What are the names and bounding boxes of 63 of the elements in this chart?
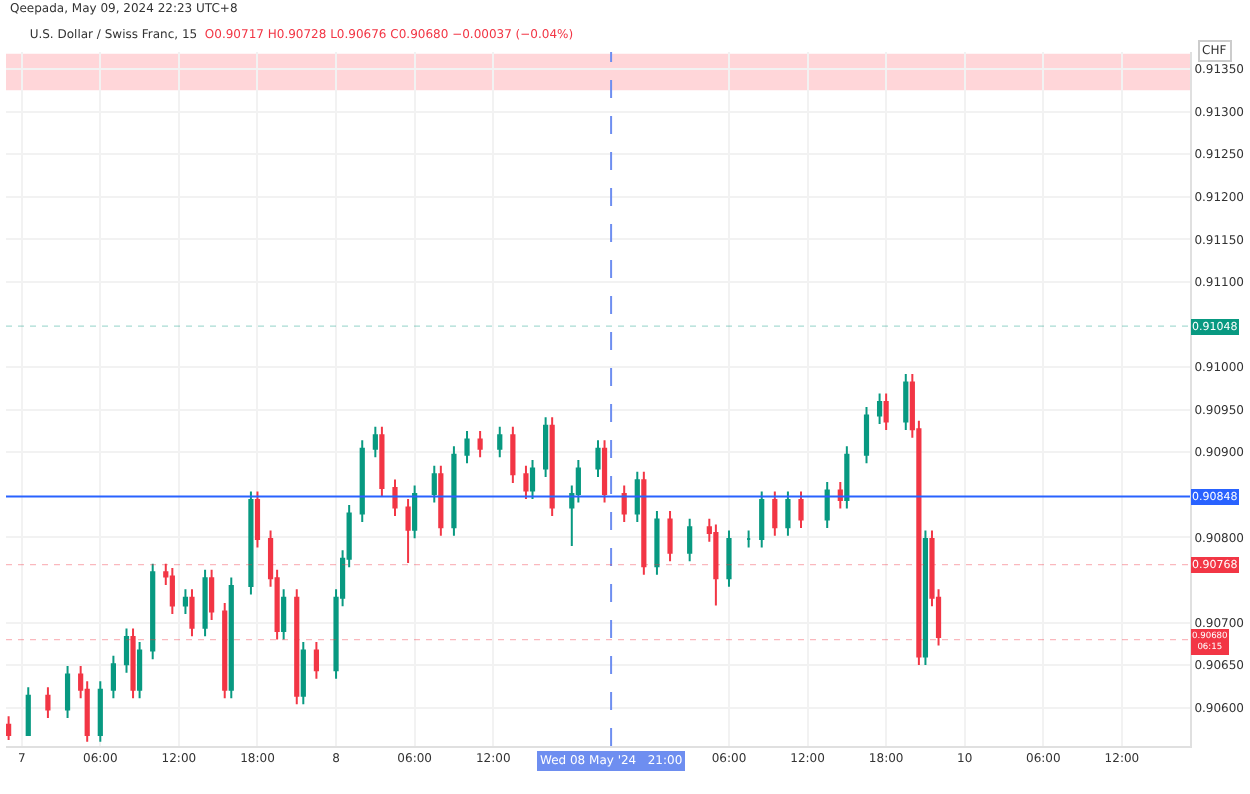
candlestick xyxy=(510,425,516,484)
candlestick xyxy=(772,490,778,537)
candlestick xyxy=(529,458,536,501)
candlestick xyxy=(549,416,555,518)
candlestick xyxy=(25,686,31,736)
candlestick xyxy=(313,641,320,680)
candlestick xyxy=(601,439,608,504)
candlestick xyxy=(654,509,660,576)
candlestick xyxy=(876,392,883,426)
candlestick xyxy=(798,490,804,529)
candlestick xyxy=(634,470,640,524)
candlestick xyxy=(182,588,189,616)
candlestick xyxy=(824,481,830,529)
candlestick xyxy=(837,481,843,510)
candlestick xyxy=(405,498,411,564)
candlestick xyxy=(123,627,130,674)
candlestick xyxy=(372,425,378,459)
candlestick xyxy=(169,567,175,616)
candlestick xyxy=(477,429,483,459)
candlestick xyxy=(359,439,365,524)
candlestick xyxy=(392,478,398,518)
candlestick xyxy=(254,490,261,549)
candlestick xyxy=(248,490,254,596)
candlestick xyxy=(64,664,71,719)
candlestick xyxy=(136,641,143,700)
candlestick xyxy=(759,490,765,549)
candlestick xyxy=(150,562,156,661)
candlestick xyxy=(903,372,909,432)
candlestick xyxy=(667,509,673,563)
candlestick xyxy=(412,484,418,540)
candlestick xyxy=(863,406,870,465)
candlestick xyxy=(497,425,503,459)
candlestick xyxy=(189,588,195,638)
candlestick xyxy=(222,601,228,700)
candlestick xyxy=(726,529,732,588)
candlestick xyxy=(451,445,457,537)
candlestick xyxy=(438,464,444,537)
candlestick xyxy=(621,484,627,524)
candlestick xyxy=(202,568,208,638)
candlestick xyxy=(431,464,437,504)
candlestick xyxy=(6,715,12,742)
candlestick xyxy=(746,529,752,549)
candlestick xyxy=(209,568,215,621)
candlestick xyxy=(922,529,929,667)
candlestick xyxy=(883,392,889,432)
candlestick xyxy=(110,654,116,700)
candlestick xyxy=(464,429,470,465)
candlestick xyxy=(641,470,647,576)
candlestick xyxy=(97,680,103,743)
candlestick xyxy=(523,464,529,501)
candlestick xyxy=(228,576,234,700)
candlestick xyxy=(45,686,51,719)
candlestick xyxy=(130,627,136,700)
candlestick xyxy=(844,445,850,510)
candlestick xyxy=(687,517,693,563)
candlestick xyxy=(379,425,385,498)
candlestick xyxy=(595,439,601,478)
candlestick xyxy=(713,523,719,607)
candlestick xyxy=(543,416,549,478)
candlestick xyxy=(785,490,791,537)
candlestick xyxy=(281,588,287,641)
candlestick xyxy=(300,641,306,706)
candlestick xyxy=(294,588,300,706)
